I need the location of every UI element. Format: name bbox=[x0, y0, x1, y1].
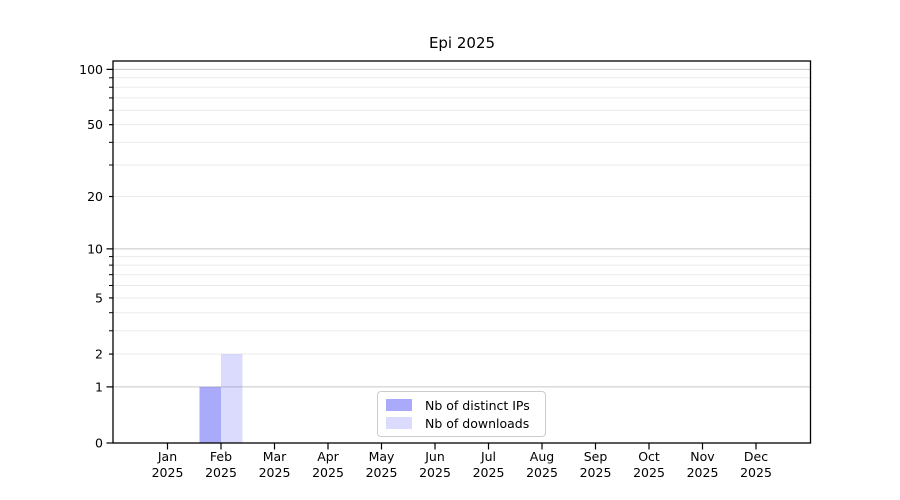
chart-title: Epi 2025 bbox=[428, 34, 496, 52]
x-tick-label-year: 2025 bbox=[473, 465, 505, 480]
legend-entry-downloads: Nb of downloads bbox=[386, 415, 537, 431]
plot-border bbox=[112, 60, 812, 444]
legend: Nb of distinct IPs Nb of downloads bbox=[377, 391, 546, 437]
legend-entry-distinct-ips: Nb of distinct IPs bbox=[386, 397, 537, 413]
x-tick-label-year: 2025 bbox=[366, 465, 398, 480]
bar-feb-series1 bbox=[221, 354, 243, 443]
y-tick-label: 100 bbox=[79, 62, 103, 77]
x-tick-label-year: 2025 bbox=[152, 465, 184, 480]
x-tick-label-month: Feb bbox=[210, 449, 232, 464]
y-tick-label: 0 bbox=[95, 436, 103, 451]
x-tick-label-year: 2025 bbox=[633, 465, 665, 480]
bar-feb-series0 bbox=[199, 386, 221, 443]
legend-label-distinct-ips: Nb of distinct IPs bbox=[425, 397, 530, 413]
x-tick-label-year: 2025 bbox=[259, 465, 291, 480]
x-tick-label-month: Aug bbox=[530, 449, 554, 464]
y-tick-label: 5 bbox=[95, 290, 103, 305]
y-tick-label: 20 bbox=[87, 189, 103, 204]
x-tick-label-month: Dec bbox=[744, 449, 768, 464]
x-tick-label-year: 2025 bbox=[205, 465, 237, 480]
x-tick-label-month: Jul bbox=[480, 449, 496, 464]
x-tick-label-month: Sep bbox=[584, 449, 608, 464]
x-tick-label-year: 2025 bbox=[740, 465, 772, 480]
legend-label-downloads: Nb of downloads bbox=[425, 415, 530, 431]
x-tick-label-month: Jun bbox=[424, 449, 445, 464]
x-tick-label-year: 2025 bbox=[312, 465, 344, 480]
y-tick-label: 10 bbox=[87, 241, 103, 256]
x-tick-label-month: Apr bbox=[317, 449, 339, 464]
x-tick-label-year: 2025 bbox=[419, 465, 451, 480]
y-tick-label: 50 bbox=[87, 117, 103, 132]
y-tick-label: 1 bbox=[95, 379, 103, 394]
x-tick-label-year: 2025 bbox=[687, 465, 719, 480]
x-tick-label-month: May bbox=[369, 449, 395, 464]
x-tick-label-month: Nov bbox=[690, 449, 715, 464]
x-tick-label-year: 2025 bbox=[580, 465, 612, 480]
x-tick-label-month: Oct bbox=[638, 449, 660, 464]
legend-swatch-downloads bbox=[386, 417, 412, 429]
legend-swatch-distinct-ips bbox=[386, 399, 412, 411]
y-tick-label: 2 bbox=[95, 347, 103, 362]
x-tick-label-month: Mar bbox=[263, 449, 287, 464]
x-tick-label-year: 2025 bbox=[526, 465, 558, 480]
x-tick-label-month: Jan bbox=[157, 449, 177, 464]
